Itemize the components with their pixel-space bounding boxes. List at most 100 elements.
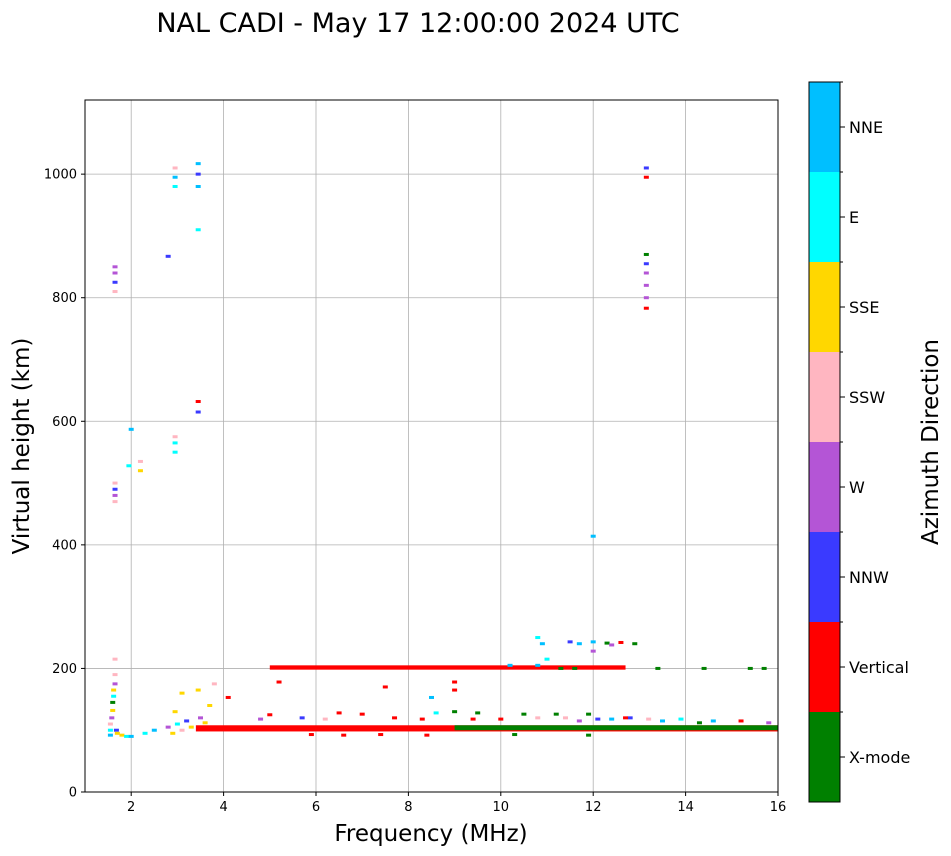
echo-point xyxy=(112,290,118,294)
y-tick-label: 400 xyxy=(52,538,77,553)
echo-point xyxy=(179,691,185,695)
x-tick-label: 6 xyxy=(312,800,320,815)
echo-point xyxy=(655,666,661,670)
echo-point xyxy=(576,642,582,646)
echo-point xyxy=(202,721,208,725)
colorbar-segment xyxy=(809,172,840,262)
echo-point xyxy=(128,427,134,431)
echo-point xyxy=(766,721,772,725)
echo-point xyxy=(110,708,116,712)
echo-point xyxy=(590,534,596,538)
echo-point xyxy=(195,688,201,692)
echo-point xyxy=(112,682,118,686)
echo-point xyxy=(535,636,541,640)
y-tick-label: 1000 xyxy=(44,168,77,183)
echo-point xyxy=(710,719,716,723)
echo-point xyxy=(747,666,753,670)
echo-point xyxy=(643,306,649,310)
plot-marks xyxy=(107,162,778,738)
echo-point xyxy=(172,166,178,170)
echo-point xyxy=(567,640,573,644)
echo-point xyxy=(643,296,649,300)
echo-point xyxy=(165,725,171,729)
echo-point xyxy=(207,704,213,707)
echo-point xyxy=(470,717,476,721)
echo-point xyxy=(142,731,148,735)
y-tick-label: 200 xyxy=(52,662,77,677)
echo-point xyxy=(322,717,328,721)
colorbar-tick-label: W xyxy=(849,478,865,497)
echo-point xyxy=(512,733,518,737)
echo-point xyxy=(112,657,118,661)
echo-point xyxy=(643,283,649,287)
echo-point xyxy=(110,700,116,704)
echo-layer xyxy=(107,162,778,738)
x-tick-label: 12 xyxy=(585,800,602,815)
echo-point xyxy=(172,710,178,714)
echo-point xyxy=(111,694,117,698)
echo-point xyxy=(114,731,120,735)
echo-point xyxy=(701,666,707,670)
x-tick-label: 16 xyxy=(770,800,787,815)
echo-point xyxy=(609,717,615,721)
colorbar-segment xyxy=(809,712,840,802)
echo-point xyxy=(738,719,744,723)
echo-point xyxy=(761,666,767,670)
colorbar: X-mode Vertical NNW W SSW SSE E NNE xyxy=(808,81,910,803)
colorbar-segment xyxy=(809,532,840,622)
echo-point xyxy=(112,487,118,491)
echo-point xyxy=(660,719,665,723)
echo-point xyxy=(604,641,610,645)
echo-point xyxy=(225,695,231,699)
echo-point xyxy=(258,717,264,721)
x-tick-label: 14 xyxy=(677,800,694,815)
echo-point xyxy=(198,716,203,720)
echo-point xyxy=(586,712,592,716)
x-tick-label: 2 xyxy=(127,800,135,815)
echo-point xyxy=(112,673,118,677)
echo-point xyxy=(535,663,541,667)
y-axis-ticks: 0 200 400 600 800 1000 xyxy=(44,168,85,801)
echo-point xyxy=(521,712,527,716)
colorbar-tick-label: E xyxy=(849,208,859,227)
echo-band xyxy=(269,665,626,670)
echo-point xyxy=(170,731,176,735)
echo-point xyxy=(643,252,649,256)
echo-point xyxy=(107,728,113,732)
echo-point xyxy=(558,666,564,670)
echo-point xyxy=(124,734,130,738)
echo-point xyxy=(643,175,649,179)
echo-point xyxy=(424,733,430,737)
echo-point xyxy=(378,733,384,737)
plot-frame xyxy=(84,99,779,793)
echo-point xyxy=(544,657,550,661)
echo-point xyxy=(179,728,185,732)
echo-point xyxy=(475,711,481,715)
chart-title: NAL CADI - May 17 12:00:00 2024 UTC xyxy=(156,8,679,39)
echo-point xyxy=(126,464,132,468)
y-tick-label: 0 xyxy=(69,786,77,801)
colorbar-segment xyxy=(809,442,840,532)
echo-point xyxy=(535,716,541,720)
echo-point xyxy=(643,166,649,170)
colorbar-segment xyxy=(809,622,840,712)
echo-point xyxy=(195,410,201,414)
echo-point xyxy=(174,722,180,726)
echo-point xyxy=(112,500,118,504)
echo-point xyxy=(627,716,633,720)
colorbar-label: Azimuth Direction xyxy=(918,339,944,545)
echo-point xyxy=(590,640,596,644)
echo-point xyxy=(172,185,178,188)
colorbar-segment xyxy=(809,352,840,442)
echo-point xyxy=(195,185,201,188)
echo-point xyxy=(359,712,365,716)
colorbar-segment xyxy=(809,82,840,172)
echo-point xyxy=(113,728,119,732)
echo-point xyxy=(595,717,601,721)
echo-point xyxy=(276,680,282,684)
echo-band xyxy=(454,725,778,731)
colorbar-tick-label: SSE xyxy=(849,298,879,317)
echo-point xyxy=(433,711,439,715)
plot-grid xyxy=(85,100,779,793)
